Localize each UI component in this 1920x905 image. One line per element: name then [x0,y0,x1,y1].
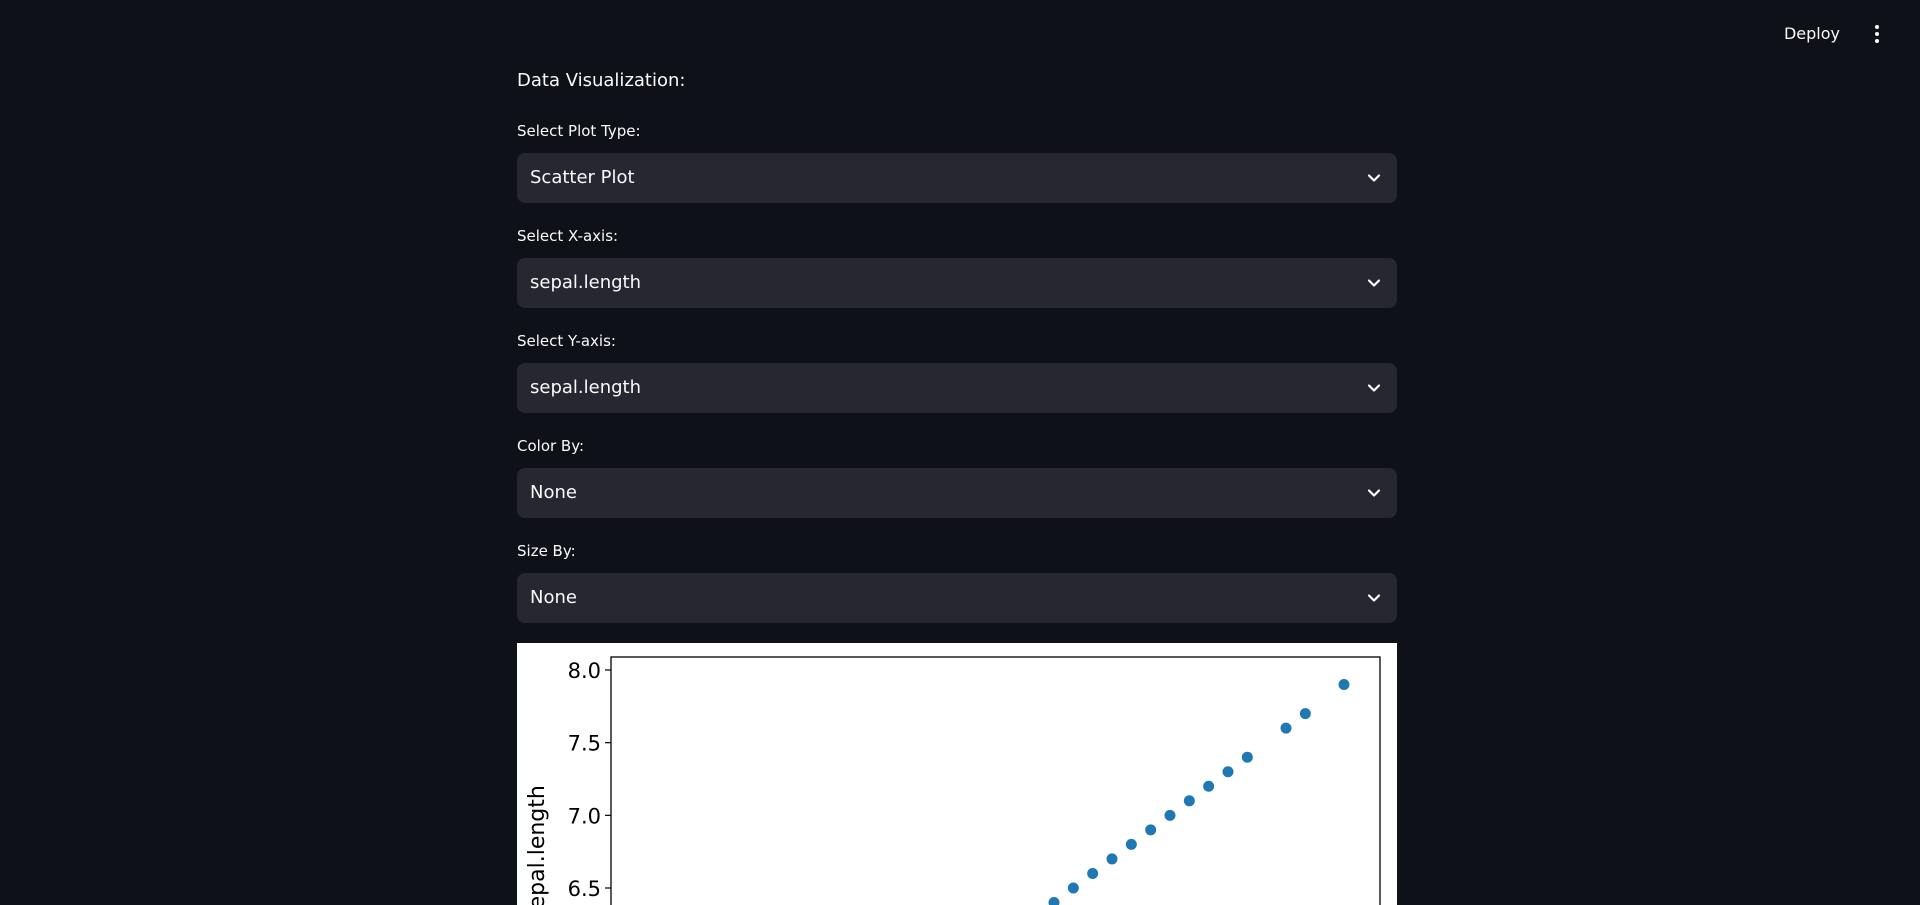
plot-area-frame [610,656,1381,905]
color-by-value: None [530,482,577,503]
x-axis-label: Select X-axis: [517,227,619,245]
section-title: Data Visualization: [517,70,686,91]
scatter-point [1241,751,1253,763]
y-axis-label: Select Y-axis: [517,332,616,350]
scatter-point [1048,897,1060,905]
chevron-down-icon [1367,384,1381,392]
vertical-ellipsis-icon[interactable] [1864,20,1890,48]
scatter-point [1067,882,1079,894]
scatter-point [1183,795,1195,807]
menu-dot [1875,39,1879,43]
app-header: Deploy [0,0,1920,68]
color-by-select[interactable]: None [517,468,1397,518]
scatter-point [1338,679,1350,691]
scatter-point [1164,809,1176,821]
scatter-chart-panel: sepal.length 8.0 7.5 7.0 6.5 [517,643,1397,905]
menu-dot [1875,25,1879,29]
y-tick-label: 7.0 [568,804,601,828]
scatter-point [1203,780,1215,792]
scatter-point [1145,824,1157,836]
deploy-button[interactable]: Deploy [1776,20,1848,48]
scatter-chart: sepal.length 8.0 7.5 7.0 6.5 [525,656,1381,905]
plot-type-value: Scatter Plot [530,167,635,188]
x-axis-select[interactable]: sepal.length [517,258,1397,308]
scatter-point [1222,766,1234,778]
size-by-value: None [530,587,577,608]
plot-type-label: Select Plot Type: [517,122,641,140]
size-by-select[interactable]: None [517,573,1397,623]
y-axis-select[interactable]: sepal.length [517,363,1397,413]
color-by-label: Color By: [517,437,585,455]
x-axis-value: sepal.length [530,272,642,293]
scatter-point [1125,838,1137,850]
plot-type-select[interactable]: Scatter Plot [517,153,1397,203]
y-tick-label: 8.0 [568,659,601,683]
size-by-label: Size By: [517,542,576,560]
y-axis-label-text: sepal.length [525,785,550,905]
chevron-down-icon [1367,279,1381,287]
scatter-point [1106,853,1118,865]
scatter-point [1299,708,1311,720]
y-tick-label: 7.5 [568,732,601,756]
chevron-down-icon [1367,489,1381,497]
scatter-point [1087,867,1099,879]
menu-dot [1875,32,1879,36]
y-tick-label: 6.5 [568,877,601,901]
scatter-point [1280,722,1292,734]
chevron-down-icon [1367,174,1381,182]
y-axis-value: sepal.length [530,377,642,398]
chevron-down-icon [1367,594,1381,602]
